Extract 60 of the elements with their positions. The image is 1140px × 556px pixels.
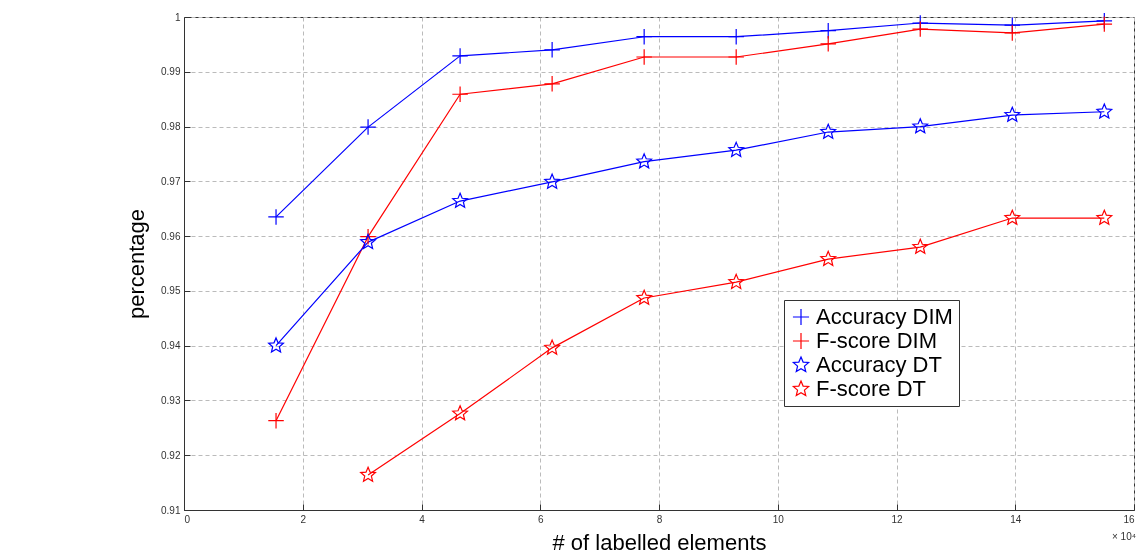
y-tick-label: 0.95 — [161, 285, 181, 297]
y-tick-label: 0.97 — [161, 175, 181, 187]
x-tick-label: 12 — [891, 513, 903, 525]
point — [360, 466, 377, 482]
point — [820, 250, 837, 266]
point — [636, 289, 653, 305]
point — [912, 238, 929, 254]
point — [544, 173, 561, 189]
point — [1003, 24, 1021, 42]
y-tick-label: 0.91 — [161, 504, 181, 516]
point — [1004, 209, 1021, 225]
x-tick-label: 6 — [537, 513, 544, 525]
point — [543, 41, 561, 59]
point — [1004, 106, 1021, 122]
point — [359, 118, 377, 136]
point — [268, 337, 284, 353]
point — [727, 48, 745, 66]
point — [359, 228, 377, 245]
point — [635, 48, 653, 66]
y-tick-label: 0.96 — [161, 230, 181, 242]
point — [543, 75, 561, 93]
x-tick-label: 14 — [1010, 513, 1022, 525]
point — [636, 153, 653, 169]
text: × 10⁴ — [1112, 531, 1137, 542]
point — [1096, 103, 1113, 119]
point — [912, 118, 929, 134]
point — [360, 233, 377, 249]
point — [727, 28, 745, 46]
x-axis-title: # of labelled elements — [552, 529, 767, 555]
point — [452, 192, 469, 208]
legend-label: F-score DT — [816, 376, 926, 401]
point — [452, 405, 469, 421]
point — [267, 208, 285, 226]
point — [820, 123, 837, 139]
x-tick-label: 8 — [656, 513, 663, 525]
x-tick-label: 4 — [419, 513, 426, 525]
x-tick-label: 0 — [184, 513, 191, 525]
point — [728, 273, 745, 289]
y-tick-label: 0.98 — [161, 121, 181, 133]
point — [911, 20, 929, 38]
point — [544, 339, 561, 355]
y-tick-label: 1 — [174, 11, 181, 23]
point — [635, 28, 653, 46]
y-tick-label: 0.92 — [161, 449, 181, 461]
point — [728, 141, 745, 157]
x-tick-label: 2 — [300, 513, 307, 525]
point — [451, 85, 469, 103]
point — [819, 35, 837, 53]
y-axis-title: percentage — [124, 208, 150, 320]
legend-label: Accuracy DIM — [816, 304, 953, 329]
point — [451, 47, 469, 65]
y-tick-label: 0.99 — [161, 66, 181, 78]
y-tick-label: 0.93 — [161, 394, 181, 406]
y-tick-label: 0.94 — [161, 340, 181, 352]
point — [1096, 209, 1113, 225]
x-tick-label: 10 — [772, 513, 785, 525]
legend-label: F-score DIM — [816, 328, 937, 353]
legend-label: Accuracy DT — [816, 352, 942, 377]
point — [267, 412, 285, 430]
x-tick-label: 16 — [1123, 513, 1135, 525]
